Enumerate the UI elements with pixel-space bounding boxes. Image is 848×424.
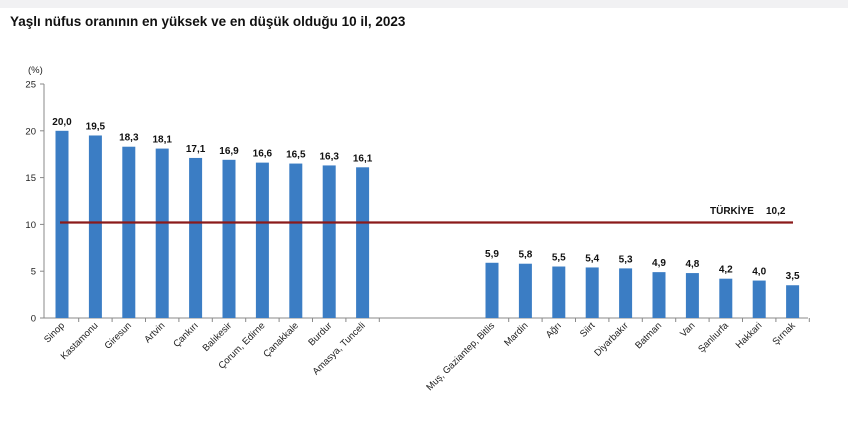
bar-value-label: 16,1 (353, 153, 373, 164)
bar (619, 268, 633, 318)
category-label: Siirt (578, 320, 598, 340)
category-label: Sinop (42, 320, 67, 345)
bar (189, 157, 203, 318)
bar-value-label: 5,9 (485, 249, 499, 260)
bar-value-label: 4,0 (752, 267, 766, 278)
bar (356, 167, 370, 318)
bar-value-label: 3,5 (786, 271, 800, 282)
y-tick-label: 15 (25, 173, 36, 184)
reference-line-label: TÜRKİYE (710, 204, 754, 217)
category-label: Şanlıurfa (696, 320, 731, 355)
bar-value-label: 18,1 (152, 135, 172, 146)
bar (719, 278, 733, 318)
chart-title: Yaşlı nüfus oranının en yüksek ve en düş… (10, 14, 406, 29)
bar-value-label: 20,0 (52, 117, 72, 128)
y-axis-unit-label: (%) (28, 65, 43, 76)
category-label: Batman (633, 320, 664, 351)
bar-value-label: 5,4 (585, 253, 599, 264)
bar-value-label: 16,6 (253, 149, 273, 160)
bar-value-label: 5,5 (552, 253, 566, 264)
category-label: Burdur (306, 320, 334, 348)
bar-value-label: 4,8 (685, 259, 699, 270)
bar-value-label: 4,9 (652, 258, 666, 269)
bar-value-label: 19,5 (86, 121, 106, 132)
bar (652, 272, 666, 318)
category-label: Mardin (502, 320, 530, 348)
bar (752, 280, 766, 318)
category-label: Diyarbakır (592, 320, 630, 358)
y-tick-label: 0 (31, 314, 36, 325)
bar (518, 263, 532, 318)
top-strip (0, 0, 848, 8)
bar (55, 130, 69, 318)
category-label: Ağrı (544, 320, 564, 340)
bar (255, 162, 269, 318)
category-label: Artvin (142, 320, 167, 345)
bar (88, 135, 102, 318)
category-label: Şırnak (771, 320, 798, 347)
bar (222, 159, 236, 318)
y-tick-label: 5 (31, 267, 36, 278)
category-label: Balıkesir (201, 320, 235, 354)
bar (685, 273, 699, 318)
y-tick-label: 25 (25, 80, 36, 91)
bar-value-label: 5,3 (619, 254, 633, 265)
bar (552, 266, 566, 318)
bar (322, 165, 336, 318)
category-label: Giresun (103, 320, 134, 351)
bar (485, 262, 499, 318)
bar-value-label: 5,8 (518, 250, 532, 261)
y-tick-label: 20 (25, 126, 36, 137)
category-label: Hakkari (734, 320, 765, 351)
category-label: Çankırı (171, 320, 200, 349)
bar-value-label: 16,5 (286, 150, 306, 161)
bar-value-label: 18,3 (119, 133, 139, 144)
bar-value-label: 4,2 (719, 265, 733, 276)
y-tick-label: 10 (25, 220, 36, 231)
category-label: Van (678, 320, 697, 339)
bar (122, 146, 136, 318)
reference-line-value-label: 10,2 (766, 206, 786, 217)
bar (155, 148, 169, 318)
category-label: Çanakkale (261, 320, 301, 360)
bar (289, 163, 303, 318)
bar (585, 267, 599, 318)
bar-value-label: 17,1 (186, 144, 206, 155)
bar-value-label: 16,9 (219, 146, 239, 157)
bar-value-label: 16,3 (319, 151, 339, 162)
bar (786, 285, 800, 318)
category-label: Muş, Gaziantep, Bitlis (424, 320, 497, 393)
